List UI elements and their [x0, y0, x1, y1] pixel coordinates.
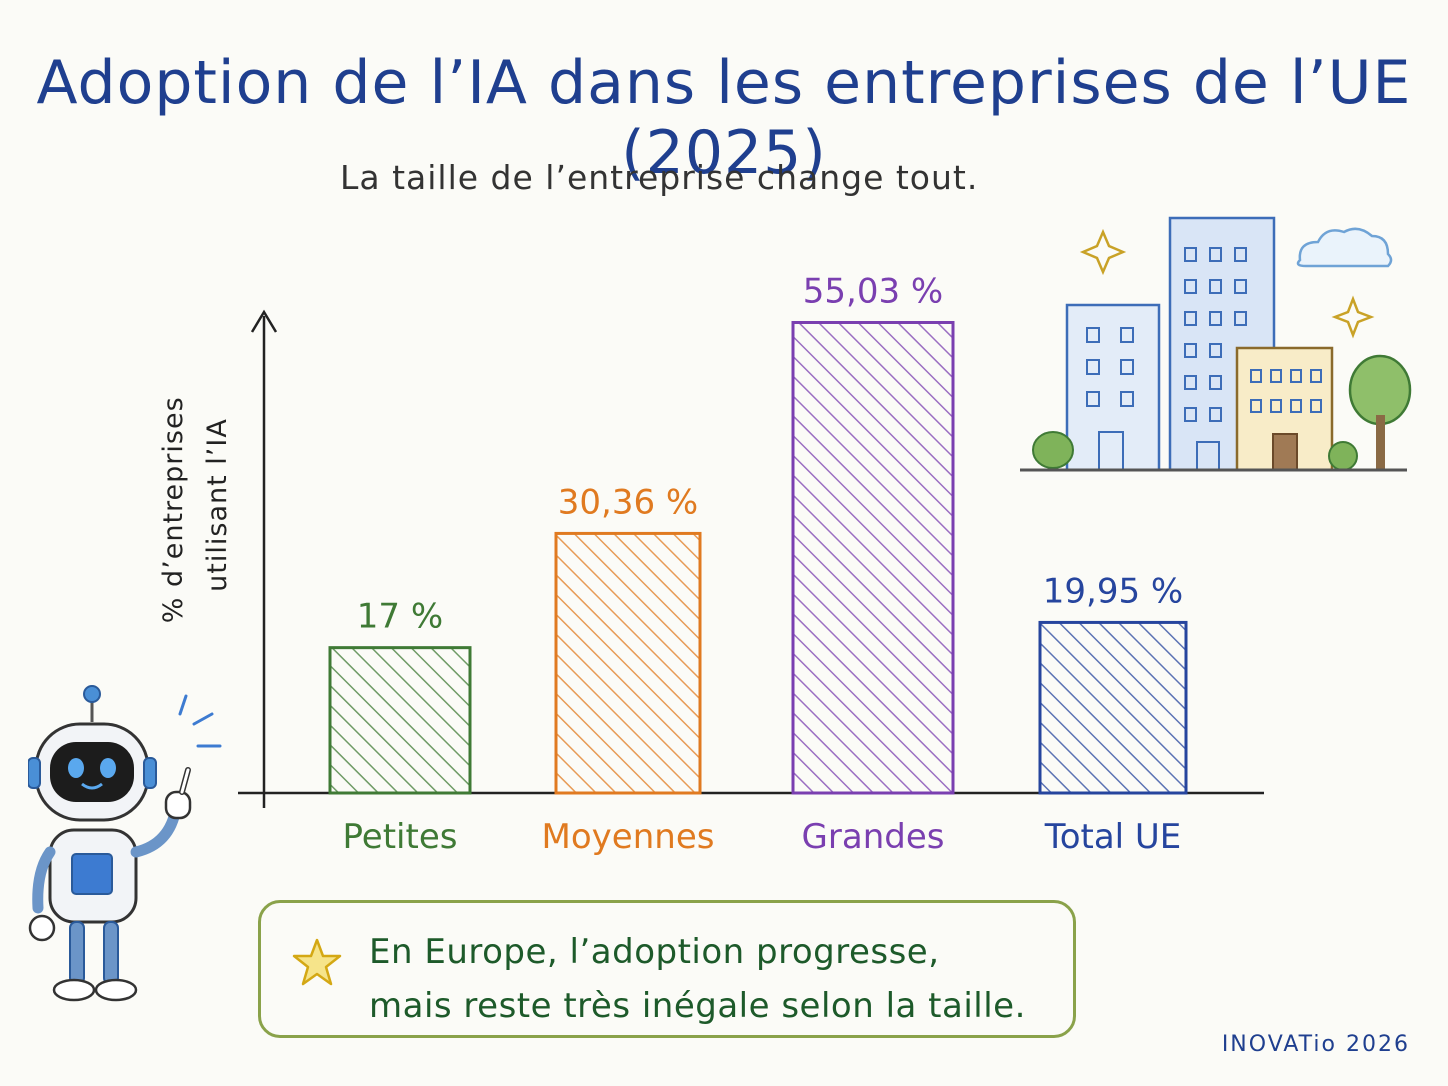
- bar-moyennes: [554, 531, 702, 795]
- credit-text: INOVATio 2026: [1221, 1032, 1410, 1057]
- value-label-total-ue: 19,95 %: [1043, 571, 1183, 611]
- y-axis-arrow: [250, 309, 278, 333]
- value-label-petites: 17 %: [357, 597, 443, 637]
- category-label-petites: Petites: [343, 817, 458, 857]
- y-axis-label-line-2: utilisant l’IA: [202, 418, 233, 592]
- chart-title: Adoption de l’IA dans les entreprises de…: [36, 48, 1412, 188]
- bars-group: 17 % Petites 30,36 % Moyennes 55,03 % Grandes…: [328, 271, 1188, 857]
- bar-petites: [328, 646, 472, 795]
- category-label-total-ue: Total UE: [1044, 817, 1182, 857]
- bar-grandes: [791, 320, 955, 795]
- y-axis-label: % d’entreprises utilisant l’IA: [158, 387, 233, 623]
- callout-text: En Europe, l’adoption progresse, mais re…: [369, 925, 1053, 1033]
- callout-line-1: En Europe, l’adoption progresse,: [369, 932, 940, 972]
- star-icon: [292, 938, 342, 986]
- value-label-grandes: 55,03 %: [803, 271, 943, 311]
- category-label-grandes: Grandes: [802, 817, 945, 857]
- callout-box: En Europe, l’adoption progresse, mais re…: [258, 900, 1076, 1038]
- category-label-moyennes: Moyennes: [542, 817, 715, 857]
- city-buildings-icon: [1020, 216, 1412, 472]
- callout-line-2: mais reste très inégale selon la taille.: [369, 986, 1026, 1026]
- robot-icon: [28, 685, 222, 1002]
- bar-total-ue: [1038, 620, 1188, 795]
- chart-subtitle: La taille de l’entreprise change tout.: [340, 158, 979, 197]
- value-label-moyennes: 30,36 %: [558, 482, 698, 522]
- y-axis-label-line-1: % d’entreprises: [158, 396, 189, 623]
